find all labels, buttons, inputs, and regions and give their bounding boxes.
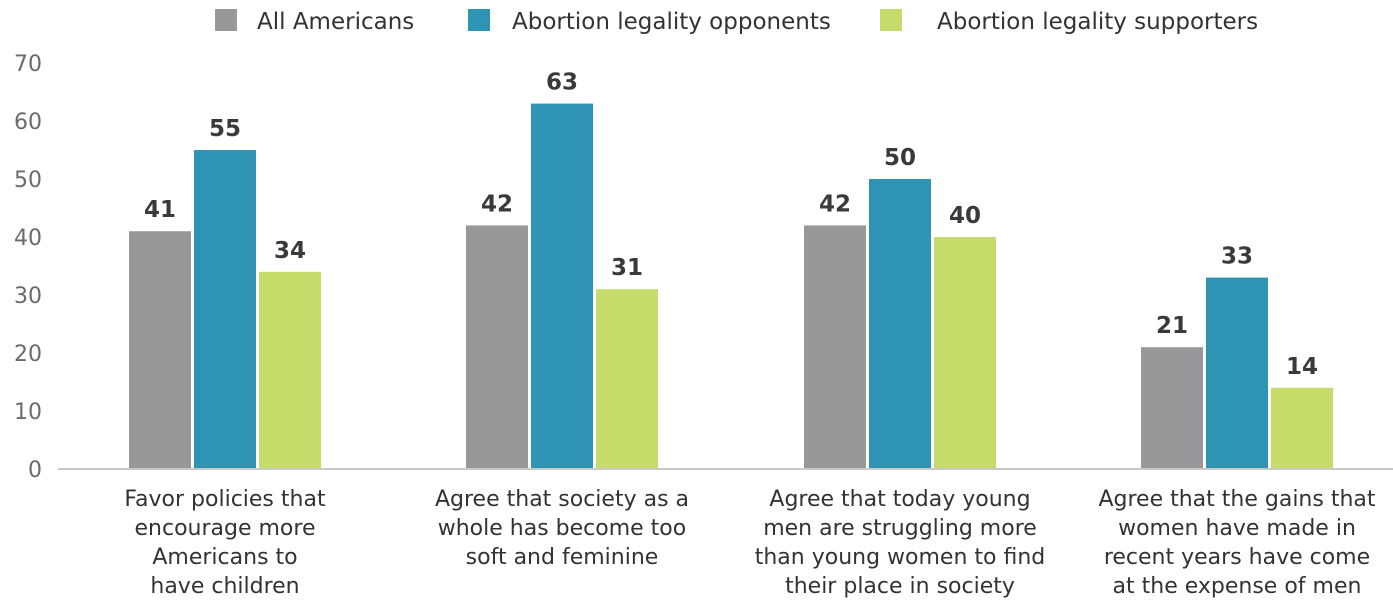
bar [129, 231, 191, 469]
y-tick-label: 60 [14, 110, 42, 135]
bar [1141, 347, 1203, 469]
y-tick-label: 10 [14, 400, 42, 425]
legend-swatch-3 [880, 9, 902, 31]
data-label: 34 [274, 238, 306, 264]
bars [129, 103, 1333, 469]
data-label: 42 [819, 191, 851, 217]
x-axis: Favor policies that encourage more America… [124, 487, 1375, 599]
legend-swatch-1 [215, 9, 237, 31]
data-label: 40 [949, 203, 981, 229]
data-label: 42 [481, 191, 513, 217]
legend-label-3: Abortion legality supporters [937, 9, 1258, 35]
legend-label-2: Abortion legality opponents [512, 9, 831, 35]
y-tick-label: 0 [28, 458, 42, 483]
y-axis: 0 10 20 30 40 50 60 70 [14, 52, 42, 483]
legend: All Americans Abortion legality opponents… [215, 9, 1258, 35]
data-label: 55 [209, 116, 241, 142]
y-tick-label: 30 [14, 284, 42, 309]
bar [259, 271, 321, 469]
category-label: Agree that society as a whole has become … [435, 487, 689, 570]
bar [1271, 387, 1333, 469]
category-label: Agree that the gains that women have made… [1098, 487, 1375, 599]
data-label: 21 [1156, 313, 1188, 339]
data-labels: 41 55 34 42 63 31 42 50 40 21 33 14 [144, 70, 1318, 380]
data-label: 63 [546, 70, 578, 96]
legend-label-1: All Americans [257, 9, 414, 35]
bar [1206, 277, 1268, 469]
data-label: 33 [1221, 244, 1253, 270]
y-tick-label: 70 [14, 52, 42, 77]
category-label: Favor policies that encourage more America… [124, 487, 326, 599]
data-label: 14 [1286, 354, 1318, 380]
bar [804, 225, 866, 469]
bar [869, 179, 931, 469]
y-tick-label: 50 [14, 168, 42, 193]
bar [596, 289, 658, 469]
data-label: 41 [144, 197, 176, 223]
legend-swatch-2 [468, 9, 490, 31]
data-label: 50 [884, 145, 916, 171]
y-tick-label: 20 [14, 342, 42, 367]
bar [531, 103, 593, 469]
bar [194, 150, 256, 469]
category-label: Agree that today young men are struggling… [755, 487, 1046, 599]
data-label: 31 [611, 255, 643, 281]
y-tick-label: 40 [14, 226, 42, 251]
bar [466, 225, 528, 469]
bar [934, 237, 996, 469]
